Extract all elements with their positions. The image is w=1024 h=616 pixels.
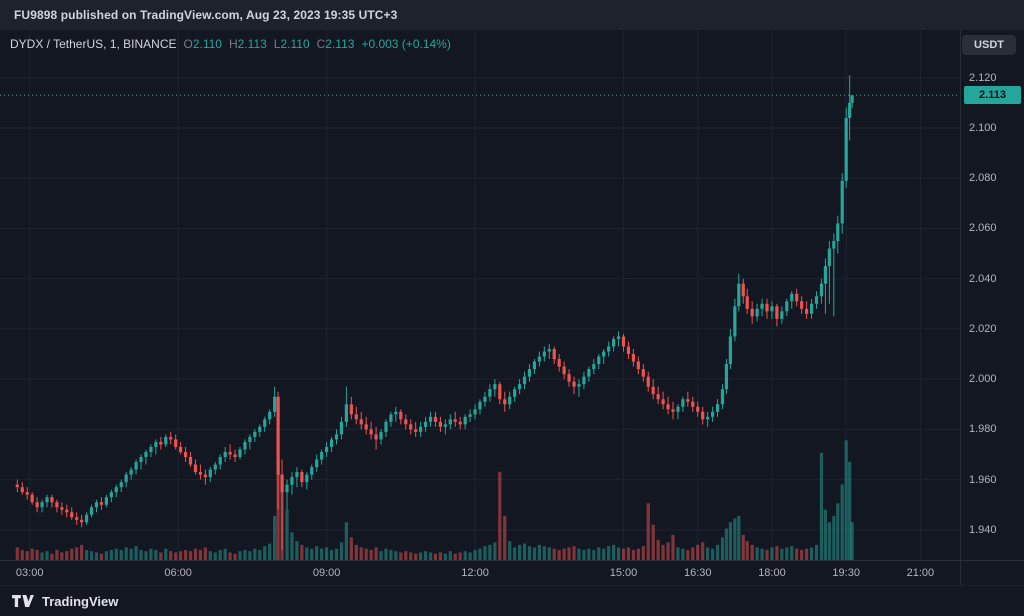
- price-tick-label: 1.960: [969, 473, 997, 486]
- ohlc-close: C2.113: [316, 37, 355, 51]
- publish-text: FU9898 published on TradingView.com, Aug…: [14, 8, 398, 22]
- price-tick-label: 2.120: [969, 71, 997, 84]
- candles: [15, 75, 854, 550]
- footer: TradingView: [0, 585, 1024, 616]
- currency-toggle-button[interactable]: USDT: [962, 35, 1016, 55]
- price-tick-label: 2.100: [969, 121, 997, 134]
- legend: DYDX / TetherUS, 1, BINANCE O2.110 H2.11…: [10, 37, 451, 51]
- price-tick-label: 1.940: [969, 523, 997, 536]
- time-tick-label: 18:00: [758, 567, 786, 579]
- time-axis[interactable]: 03:00 06:00 09:00 12:00 15:00 16:30 18:00 19:30…: [0, 560, 1024, 586]
- tradingview-brand[interactable]: TradingView: [42, 593, 119, 609]
- chart-pane[interactable]: DYDX / TetherUS, 1, BINANCE O2.110 H2.11…: [0, 30, 960, 560]
- tradingview-logo-icon: [12, 595, 34, 607]
- price-chart-svg[interactable]: [0, 30, 960, 560]
- symbol-title[interactable]: DYDX / TetherUS, 1, BINANCE: [10, 37, 177, 51]
- time-tick-label: 09:00: [312, 567, 341, 579]
- time-tick-label: 12:00: [461, 567, 489, 579]
- price-tick-label: 2.000: [969, 373, 997, 386]
- ohlc-high: H2.113: [228, 37, 267, 51]
- grid-lines: [0, 30, 960, 560]
- last-price-badge: 2.113: [964, 86, 1021, 105]
- volume-bars: [15, 440, 854, 560]
- price-axis[interactable]: 2.120 2.100 2.080 2.060 2.040 2.020 2.000 1.980…: [960, 30, 1024, 585]
- time-tick-label: 03:00: [15, 567, 44, 579]
- price-tick-label: 2.060: [969, 222, 997, 235]
- price-tick-label: 2.080: [969, 172, 997, 185]
- chart-area: DYDX / TetherUS, 1, BINANCE O2.110 H2.11…: [0, 30, 1024, 585]
- ohlc-open: O2.110: [183, 37, 222, 51]
- ohlc-low: L2.110: [273, 37, 310, 51]
- price-change: +0.003 (+0.14%): [361, 37, 451, 51]
- time-tick-label: 15:00: [609, 567, 638, 579]
- publish-bar: FU9898 published on TradingView.com, Aug…: [0, 0, 1024, 30]
- time-tick-label: 19:30: [832, 567, 860, 579]
- time-tick-label: 21:00: [906, 567, 935, 579]
- time-tick-label: 16:30: [683, 567, 712, 579]
- price-tick-label: 1.980: [969, 423, 997, 436]
- price-tick-label: 2.020: [969, 322, 997, 335]
- time-tick-label: 06:00: [164, 567, 192, 579]
- price-tick-label: 2.040: [969, 272, 997, 285]
